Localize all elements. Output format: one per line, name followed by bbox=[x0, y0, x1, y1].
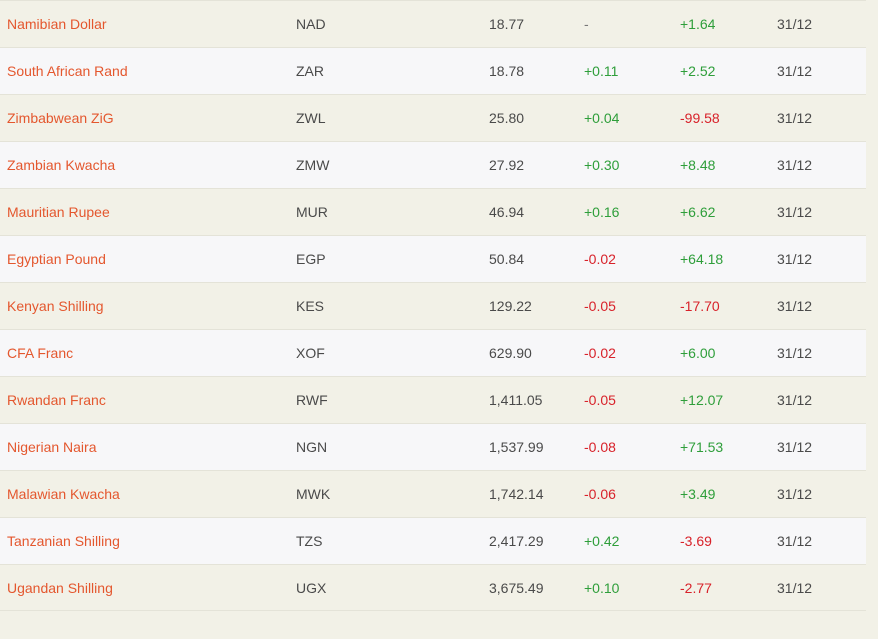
daily-change: -0.05 bbox=[584, 392, 616, 408]
exchange-rate: 3,675.49 bbox=[489, 580, 544, 596]
currency-code: RWF bbox=[296, 392, 328, 408]
currency-code: EGP bbox=[296, 251, 326, 267]
update-date: 31/12 bbox=[777, 439, 813, 455]
table-row: Mauritian Rupee MUR 46.94 +0.16 +6.62 31/12 bbox=[0, 188, 866, 235]
daily-change: -0.05 bbox=[584, 298, 616, 314]
currency-table: Namibian Dollar NAD 18.77- +1.64 31/12 South … bbox=[0, 0, 866, 611]
exchange-rate: 1,411.05 bbox=[489, 392, 543, 408]
currency-code: NGN bbox=[296, 439, 328, 455]
ytd-change: +8.48 bbox=[680, 157, 716, 173]
ytd-change: +6.62 bbox=[680, 204, 716, 220]
currency-name-link[interactable]: Ugandan Shilling bbox=[7, 580, 113, 596]
daily-change: -0.08 bbox=[584, 439, 616, 455]
currency-code: KES bbox=[296, 298, 325, 314]
currency-name-link[interactable]: CFA Franc bbox=[7, 345, 74, 361]
table-row: Namibian Dollar NAD 18.77 - +1.64 31/12 bbox=[0, 0, 866, 47]
table-row: Egyptian Pound EGP 50.84 -0.02 +64.18 31/12 bbox=[0, 235, 866, 282]
table-row: Rwandan Franc RWF 1,411.05 -0.05 +12.07 31/12 bbox=[0, 376, 866, 423]
table-row: Zimbabwean ZiG ZWL 25.80 +0.04 -99.58 31/12 bbox=[0, 94, 866, 141]
currency-name-link[interactable]: Kenyan Shilling bbox=[7, 298, 104, 314]
exchange-rate: 1,742.14 bbox=[489, 486, 544, 502]
currency-code: XOF bbox=[296, 345, 325, 361]
exchange-rate: 18.78 bbox=[489, 63, 525, 79]
table-row: Zambian Kwacha ZMW 27.92 +0.30 +8.48 31/12 bbox=[0, 141, 866, 188]
currency-name-link[interactable]: Mauritian Rupee bbox=[7, 204, 110, 220]
ytd-change: +1.64 bbox=[680, 16, 716, 32]
update-date: 31/12 bbox=[777, 345, 813, 361]
currency-code: ZAR bbox=[296, 63, 324, 79]
update-date: 31/12 bbox=[777, 533, 813, 549]
currency-name-link[interactable]: Rwandan Franc bbox=[7, 392, 106, 408]
table-row: CFA Franc XOF 629.90 -0.02 +6.00 31/12 bbox=[0, 329, 866, 376]
ytd-change: -99.58 bbox=[680, 110, 720, 126]
update-date: 31/12 bbox=[777, 63, 813, 79]
table-row: Malawian Kwacha MWK 1,742.14 -0.06 +3.49 31/1… bbox=[0, 470, 866, 517]
ytd-change: +71.53 bbox=[680, 439, 724, 455]
ytd-change: +64.18 bbox=[680, 251, 724, 267]
currency-name-link[interactable]: Zambian Kwacha bbox=[7, 157, 116, 173]
table-row: Tanzanian Shilling TZS 2,417.29 +0.42 -3.69 3… bbox=[0, 517, 866, 564]
currency-name-link[interactable]: Zimbabwean ZiG bbox=[7, 110, 114, 126]
update-date: 31/12 bbox=[777, 580, 813, 596]
daily-change: +0.04 bbox=[584, 110, 620, 126]
daily-change: +0.42 bbox=[584, 533, 620, 549]
update-date: 31/12 bbox=[777, 392, 813, 408]
exchange-rate: 629.90 bbox=[489, 345, 532, 361]
exchange-rate: 18.77 bbox=[489, 16, 525, 32]
currency-name-link[interactable]: Tanzanian Shilling bbox=[7, 533, 120, 549]
table-row: Kenyan Shilling KES 129.22 -0.05 -17.70 31/12 bbox=[0, 282, 866, 329]
update-date: 31/12 bbox=[777, 251, 813, 267]
currency-name-link[interactable]: South African Rand bbox=[7, 63, 128, 79]
table-row: Ugandan Shilling UGX 3,675.49 +0.10 -2.77 31/… bbox=[0, 564, 866, 611]
currency-name-link[interactable]: Egyptian Pound bbox=[7, 251, 106, 267]
table-row: Nigerian Naira NGN 1,537.99 -0.08 +71.53 31/1… bbox=[0, 423, 866, 470]
currency-code: TZS bbox=[296, 533, 323, 549]
exchange-rate: 46.94 bbox=[489, 204, 525, 220]
ytd-change: +3.49 bbox=[680, 486, 716, 502]
update-date: 31/12 bbox=[777, 204, 813, 220]
daily-change: -0.02 bbox=[584, 345, 616, 361]
currency-code: NAD bbox=[296, 16, 326, 32]
daily-change: +0.10 bbox=[584, 580, 620, 596]
ytd-change: -2.77 bbox=[680, 580, 712, 596]
exchange-rate: 50.84 bbox=[489, 251, 525, 267]
update-date: 31/12 bbox=[777, 157, 813, 173]
daily-change: +0.30 bbox=[584, 157, 620, 173]
exchange-rate: 2,417.29 bbox=[489, 533, 544, 549]
currency-code: MWK bbox=[296, 486, 331, 502]
currency-code: UGX bbox=[296, 580, 327, 596]
ytd-change: -3.69 bbox=[680, 533, 712, 549]
ytd-change: +2.52 bbox=[680, 63, 716, 79]
update-date: 31/12 bbox=[777, 110, 813, 126]
ytd-change: -17.70 bbox=[680, 298, 720, 314]
update-date: 31/12 bbox=[777, 16, 813, 32]
table-row: South African Rand ZAR 18.78 +0.11 +2.52 31/1… bbox=[0, 47, 866, 94]
update-date: 31/12 bbox=[777, 298, 813, 314]
daily-change: +0.11 bbox=[584, 63, 619, 79]
currency-code: MUR bbox=[296, 204, 328, 220]
exchange-rate: 25.80 bbox=[489, 110, 525, 126]
daily-change: -0.06 bbox=[584, 486, 616, 502]
ytd-change: +12.07 bbox=[680, 392, 724, 408]
daily-change: +0.16 bbox=[584, 204, 620, 220]
currency-code: ZWL bbox=[296, 110, 326, 126]
exchange-rate: 129.22 bbox=[489, 298, 532, 314]
ytd-change: +6.00 bbox=[680, 345, 716, 361]
exchange-rate: 27.92 bbox=[489, 157, 525, 173]
daily-change: -0.02 bbox=[584, 251, 616, 267]
currency-name-link[interactable]: Malawian Kwacha bbox=[7, 486, 120, 502]
currency-name-link[interactable]: Namibian Dollar bbox=[7, 16, 107, 32]
currency-name-link[interactable]: Nigerian Naira bbox=[7, 439, 97, 455]
daily-change: - bbox=[584, 16, 589, 32]
currency-code: ZMW bbox=[296, 157, 330, 173]
exchange-rate: 1,537.99 bbox=[489, 439, 544, 455]
update-date: 31/12 bbox=[777, 486, 813, 502]
